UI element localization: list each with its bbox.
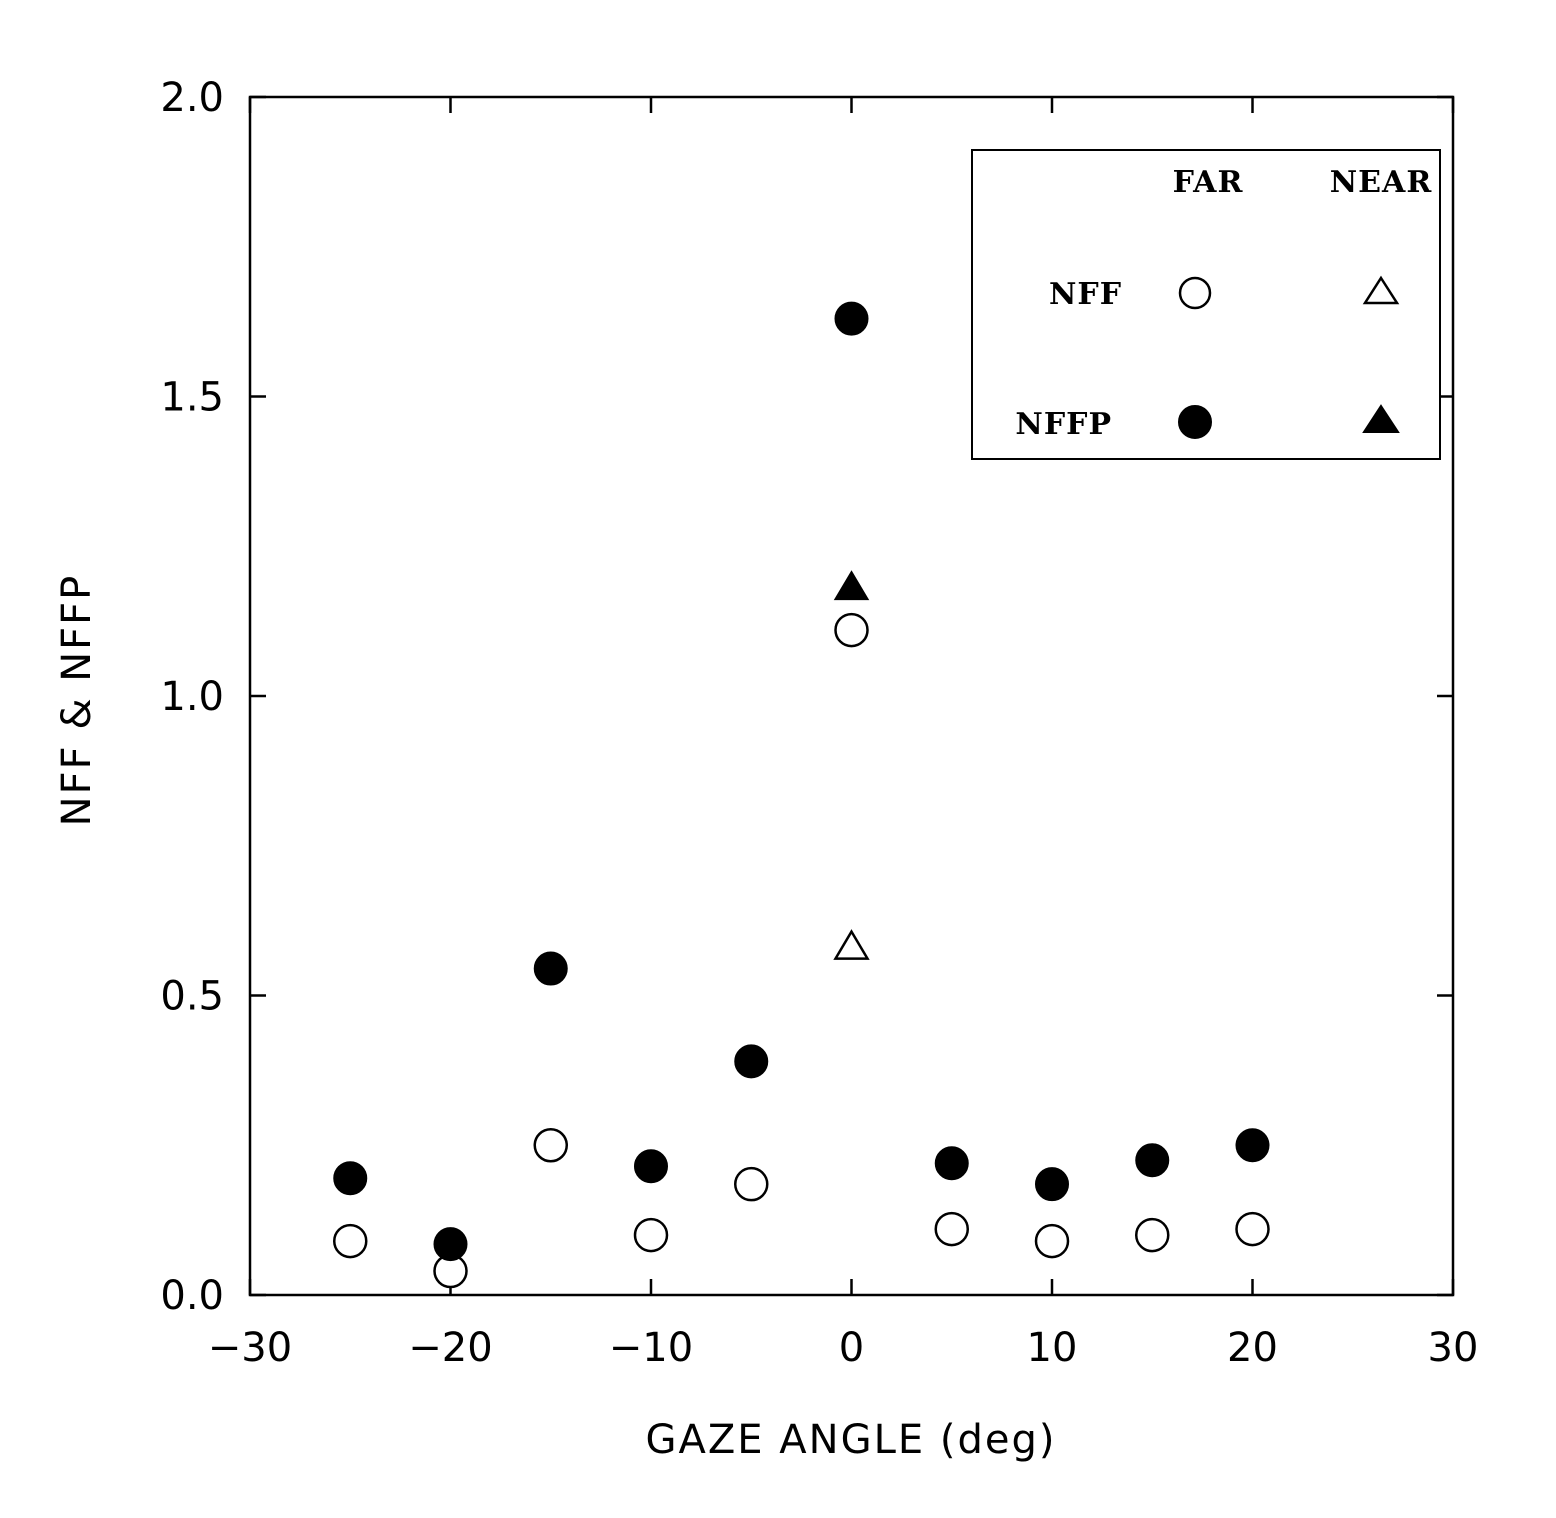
point-nff-far [533, 1128, 568, 1163]
y-tick-label: 0.0 [160, 1273, 224, 1319]
point-nffp-far [1235, 1128, 1270, 1163]
point-nffp-far [333, 1161, 368, 1196]
point-nffp-far [1035, 1167, 1069, 1202]
point-nff-far [333, 1223, 368, 1259]
legend-marker-nff-near [1362, 275, 1400, 305]
point-nffp-near [833, 570, 870, 601]
axis-ticks [248, 95, 1455, 1297]
point-nff-far [834, 612, 869, 648]
y-tick-label: 1.5 [160, 375, 224, 421]
point-nff-far [1135, 1217, 1170, 1253]
axis-tick-labels: −30 −20 −10 0 10 20 30 0.0 0.5 1.0 1.5 2.0 [160, 75, 1478, 1371]
point-nff-far [1034, 1223, 1070, 1259]
point-nff-near [833, 929, 870, 960]
legend-marker-nff-far [1178, 276, 1212, 310]
point-nffp-far [634, 1149, 668, 1184]
point-nffp-far [533, 951, 568, 986]
x-axis-title: GAZE ANGLE (deg) [646, 1417, 1057, 1463]
data-points [333, 301, 1270, 1289]
x-tick-label: 0 [839, 1325, 864, 1371]
legend-row-label-nff: NFF [1049, 277, 1122, 312]
x-tick-label: −10 [609, 1325, 693, 1371]
y-tick-label: 1.0 [160, 674, 224, 720]
x-tick-label: 20 [1227, 1325, 1278, 1371]
point-nff-far [1235, 1211, 1270, 1247]
legend-marker-nffp-near [1362, 404, 1400, 433]
x-tick-label: 30 [1428, 1325, 1479, 1371]
y-tick-label: 0.5 [160, 974, 224, 1020]
y-tick-label: 2.0 [160, 75, 224, 121]
y-axis-title: NFF & NFFP [54, 574, 100, 827]
point-nffp-far [734, 1044, 769, 1079]
legend-marker-nffp-far [1178, 405, 1212, 439]
point-nff-far [934, 1211, 969, 1247]
point-nffp-far [934, 1146, 969, 1181]
legend-header-near: NEAR [1330, 165, 1433, 200]
point-nffp-far [433, 1227, 468, 1262]
point-nff-far [633, 1217, 669, 1253]
point-nff-far [734, 1166, 769, 1202]
point-nffp-far [1135, 1143, 1170, 1178]
point-nffp-far [834, 301, 869, 336]
legend-header-far: FAR [1173, 165, 1244, 200]
x-tick-label: 10 [1027, 1325, 1078, 1371]
legend-row-label-nffp: NFFP [1015, 407, 1112, 442]
legend: FAR NEAR NFF NFFP [971, 149, 1441, 460]
x-tick-label: −20 [408, 1325, 492, 1371]
x-tick-label: −30 [208, 1325, 292, 1371]
